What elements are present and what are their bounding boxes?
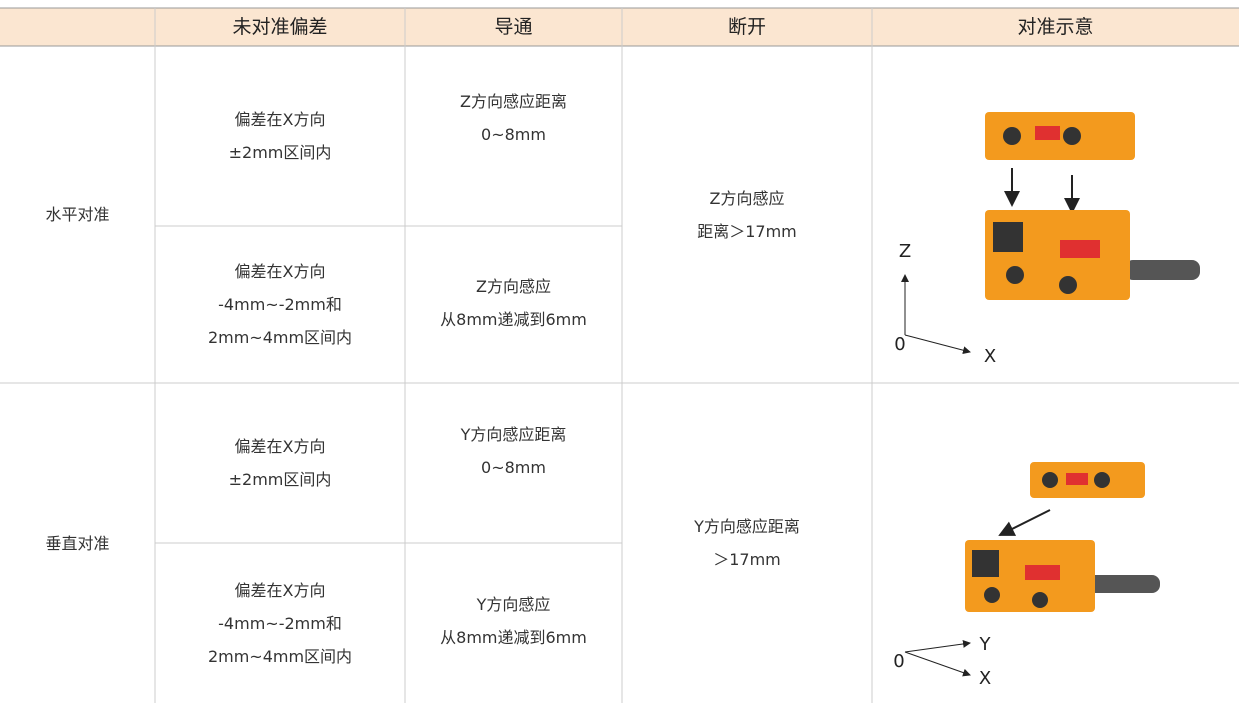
conduction-cell: Z方向感应从8mm递减到6mm [405, 224, 622, 381]
deviation-cell: 偏差在X方向 -4mm~-2mm和 2mm~4mm区间内 [155, 543, 405, 703]
axis-label: X [984, 346, 996, 367]
text-line: Z方向感应 [476, 276, 551, 296]
row-label: 水平对准 [45, 205, 110, 224]
text-line: Z方向感应距离 [460, 92, 567, 111]
text-line: -4mm~-2mm和 [218, 295, 342, 314]
conduction-cell: Y方向感应距离 0~8mm [405, 371, 622, 531]
header-cell: 未对准偏差 [232, 15, 328, 38]
text-line: 距离＞17mm [697, 221, 797, 241]
sensor-diagram [904, 462, 1160, 677]
conduction-cell: Y方向感应从8mm递减到6mm [405, 541, 622, 701]
text-line: 从8mm递减到6mm [440, 309, 587, 329]
text-line: -4mm~-2mm和 [218, 613, 342, 633]
axis-label: 0 [894, 334, 905, 355]
text-line: Y方向感应距离 [694, 517, 800, 536]
header-cell: 导通 [494, 15, 533, 38]
text-line: Y方向感应 [476, 595, 551, 614]
header-cell: 对准示意 [1017, 15, 1094, 38]
header-cell: 断开 [727, 15, 766, 38]
deviation-cell: 偏差在X方向 ±2mm区间内 [155, 46, 405, 226]
header-bg [0, 8, 1239, 46]
row-label: 垂直对准 [45, 533, 110, 553]
axis-label: X [979, 668, 991, 689]
disconnect-cell: Z方向感应距离＞17mm [622, 46, 872, 383]
text-line: 偏差在X方向 [234, 110, 326, 129]
axis-label: Z [899, 241, 911, 262]
column-rules [154, 8, 873, 703]
text-line: ±2mm区间内 [228, 470, 332, 489]
text-line: 偏差在X方向 [234, 437, 326, 456]
deviation-cell: 偏差在X方向 -4mm~-2mm和 2mm~4mm区间内 [155, 226, 405, 383]
conduction-cell: Z方向感应距离 0~8mm [405, 28, 622, 208]
text-line: ＞17mm [713, 550, 781, 569]
axis-label: 0 [893, 651, 904, 672]
text-line: 0~8mm [481, 125, 546, 144]
text-line: 偏差在X方向 [234, 262, 326, 281]
text-line: Y方向感应距离 [460, 425, 567, 444]
text-line: 2mm~4mm区间内 [207, 646, 353, 666]
text-line: 偏差在X方向 [234, 580, 326, 600]
sensor-diagram [901, 112, 1200, 355]
deviation-cell: 偏差在X方向 ±2mm区间内 [155, 383, 405, 543]
disconnect-cell: Y方向感应距离 ＞17mm [622, 383, 872, 703]
axis-label: Y [979, 634, 992, 655]
text-line: ±2mm区间内 [228, 143, 332, 162]
text-line: 0~8mm [481, 458, 546, 477]
text-line: 2mm~4mm区间内 [207, 328, 353, 347]
text-line: 从8mm递减到6mm [440, 628, 587, 647]
text-line: Z方向感应 [709, 188, 785, 208]
